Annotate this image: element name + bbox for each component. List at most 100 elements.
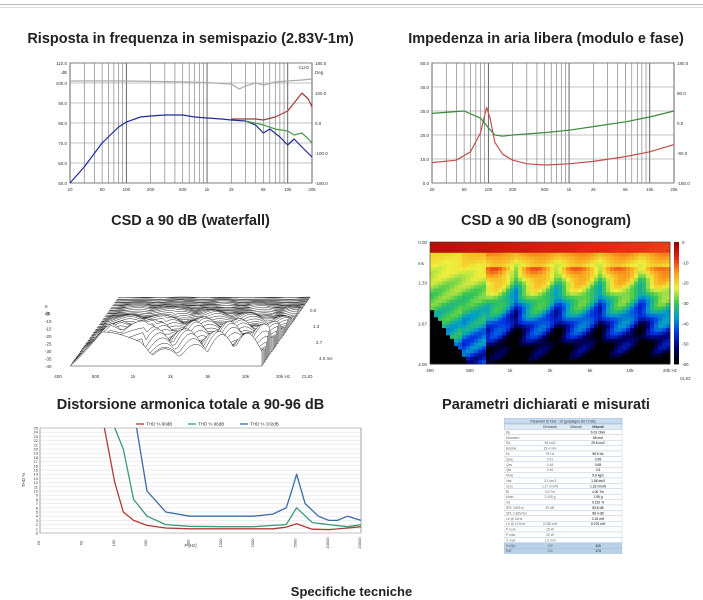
sonogram-cell [578,299,583,304]
sonogram-cell [446,277,451,282]
sonogram-cell [466,285,471,290]
sonogram-cell [454,303,459,307]
sonogram-cell [522,267,527,272]
sonogram-cell [446,317,451,322]
sonogram-cell [514,303,519,307]
sonogram-cell [538,317,543,322]
sonogram-cell [562,245,567,250]
sonogram-cell [610,303,615,307]
sonogram-cell [450,360,455,365]
sonogram-cell [558,288,563,293]
sonogram-cell [450,281,455,286]
sonogram-cell [458,342,463,347]
thd-xtick: 500 [186,539,191,546]
sonogram-cell [518,324,523,329]
sonogram-cell [522,303,527,307]
sonogram-cell [562,270,567,275]
sonogram-cell [466,252,471,257]
sonogram-cell [614,310,619,315]
sonogram-cell [602,328,607,333]
sonogram-cell [450,317,455,322]
params-title: Parametri dichiarati e misurati [442,397,650,413]
sonogram-cell [634,252,639,257]
sonogram-cell [466,299,471,304]
sonogram-cell [594,338,599,343]
sonogram-cell [454,281,459,286]
sonogram-cell [514,299,519,304]
sonogram-cell [526,303,531,307]
sonogram-cell [626,353,631,358]
thd-ytick: 24 [34,430,39,435]
thd-xtick: 100 [111,539,116,546]
sonogram-cell [438,353,443,358]
sonogram-cell [558,292,563,297]
sonogram-cell [626,267,631,272]
sonogram-cell [570,346,575,351]
sonogram-cell [586,349,591,354]
sonogram-cell [610,288,615,293]
sonogram-cell [582,320,587,325]
sonogram-cell [446,320,451,325]
sonogram-cell [622,324,627,329]
sonogram-cell [522,328,527,333]
sonogram-cell [458,356,463,361]
sonogram-cell [518,292,523,297]
sonogram-cell [662,299,667,304]
sonogram-cell [510,346,515,351]
sonogram-cell [562,277,567,282]
imp-xtick: 50 [462,187,468,192]
sonogram-cell [478,270,483,275]
sonogram-cell [498,249,503,254]
sonogram-cell [474,306,479,311]
sonogram-cell [590,270,595,275]
sonogram-cell [438,324,443,329]
params-cell: 75 Hz [546,452,555,456]
sonogram-cell [582,324,587,329]
sonogram-cell [482,360,487,365]
sonogram-brand: CLIO [680,376,691,381]
sonogram-cell [474,338,479,343]
sonogram-cell [498,338,503,343]
sonogram-cell [466,263,471,268]
sonogram-cell [654,252,659,257]
sonogram-cell [626,259,631,264]
sonogram-cell [622,331,627,336]
sonogram-cell [590,342,595,347]
sonogram-cell [454,285,459,290]
sonogram-cell [626,342,631,347]
sonogram-cell [542,331,547,336]
sonogram-cell [638,320,643,325]
sonogram-cell [654,346,659,351]
sonogram-cell [542,281,547,286]
sonogram-cell [446,313,451,318]
sonogram-cell [666,335,671,340]
sonogram-cell [470,277,475,282]
sonogram-cell [642,338,647,343]
imp-ytick: 30.0 [420,109,429,114]
sonogram-cell [442,306,447,311]
sonogram-cell [594,267,599,272]
sonogram-cell [566,285,571,290]
sonogram-cell [602,331,607,336]
sonogram-cell [578,346,583,351]
sonogram-cell [430,356,435,361]
sonogram-cell [462,342,467,347]
sonogram-cell [642,310,647,315]
sonogram-cell [458,328,463,333]
sonogram-cell [470,245,475,250]
sonogram-cell [566,320,571,325]
sonogram-cell [466,338,471,343]
sonogram-cell [546,285,551,290]
sonogram-cell [610,252,615,257]
sonogram-cell [438,292,443,297]
sonogram-cell [610,292,615,297]
sonogram-cell [662,353,667,358]
sonogram-cell [502,292,507,297]
sonogram-cell [438,320,443,325]
params-cell: 98.5 Hz [592,452,604,456]
sonogram-cell [654,285,659,290]
sonogram-cell [662,267,667,272]
sonogram-cell [482,356,487,361]
sonogram-cell [614,256,619,261]
sonogram-cell [482,256,487,261]
